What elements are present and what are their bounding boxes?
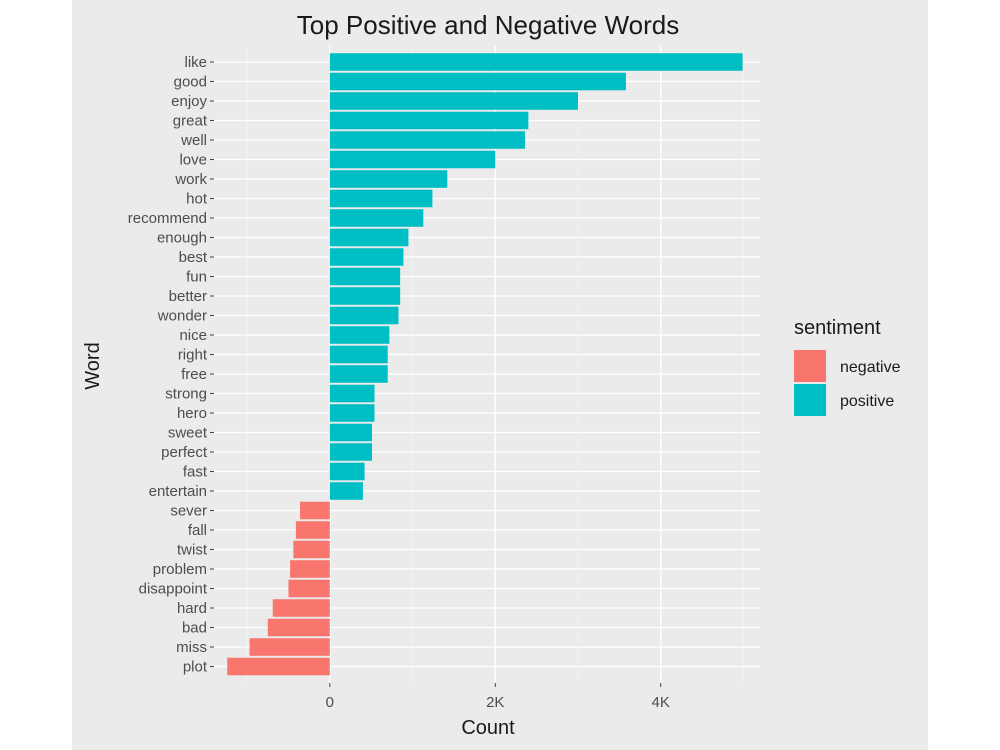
bar-enough xyxy=(329,228,409,247)
y-tick-label: free xyxy=(181,366,207,383)
bar-fun xyxy=(329,267,401,286)
y-axis-label: Word xyxy=(82,342,104,389)
x-tick-label: 4K xyxy=(652,694,670,711)
bar-nice xyxy=(329,326,390,344)
chart-frame: Top Positive and Negative Words like good… xyxy=(72,0,928,750)
y-tick-label: love xyxy=(179,152,207,169)
bar-sweet xyxy=(329,423,373,442)
x-tick-labels: 0 2K 4K xyxy=(326,683,670,711)
legend-title: sentiment xyxy=(794,317,881,339)
bar-entertain xyxy=(329,482,363,500)
bar-plot xyxy=(227,657,330,676)
y-tick-label: twist xyxy=(177,542,208,559)
bar-free xyxy=(329,365,388,383)
bar-disappoint xyxy=(288,579,330,598)
y-tick-label: hero xyxy=(177,405,207,422)
y-tick-label: right xyxy=(178,347,208,364)
y-tick-label: work xyxy=(174,171,207,188)
bar-fast xyxy=(329,462,365,481)
y-tick-label: hot xyxy=(186,191,208,208)
bar-right xyxy=(329,345,388,364)
bar-bad xyxy=(267,618,330,637)
y-tick-labels: like good enjoy great well love work hot recomme… xyxy=(128,54,214,676)
y-tick-label: wonder xyxy=(157,308,207,325)
bar-recommend xyxy=(329,209,424,227)
bar-strong xyxy=(329,384,375,403)
y-tick-label: bad xyxy=(182,620,207,637)
legend-key-positive xyxy=(794,384,826,416)
bar-fall xyxy=(295,521,330,539)
bar-love xyxy=(329,150,496,169)
bar-twist xyxy=(293,540,330,559)
legend-label-negative: negative xyxy=(840,359,901,376)
bar-like xyxy=(329,53,743,71)
y-tick-label: miss xyxy=(176,639,207,656)
y-tick-label: like xyxy=(184,54,207,71)
bars xyxy=(227,53,743,676)
bar-well xyxy=(329,131,526,149)
y-tick-label: good xyxy=(174,74,207,91)
chart-title: Top Positive and Negative Words xyxy=(297,10,680,40)
x-axis-label: Count xyxy=(461,717,515,739)
y-tick-label: entertain xyxy=(149,483,207,500)
y-tick-label: strong xyxy=(165,386,207,403)
y-tick-label: recommend xyxy=(128,210,207,227)
y-tick-label: enough xyxy=(157,230,207,247)
legend: sentiment negative positive xyxy=(794,317,901,416)
bar-better xyxy=(329,287,401,305)
bar-miss xyxy=(249,638,330,656)
y-tick-label: fast xyxy=(183,464,208,481)
bar-problem xyxy=(290,560,330,578)
y-tick-label: nice xyxy=(179,327,207,344)
y-tick-label: sweet xyxy=(168,425,208,442)
bar-wonder xyxy=(329,306,399,325)
y-tick-label: enjoy xyxy=(171,93,207,110)
y-tick-label: great xyxy=(173,113,208,130)
y-tick-label: perfect xyxy=(161,444,208,461)
y-tick-label: better xyxy=(169,288,207,305)
x-tick-label: 2K xyxy=(486,694,504,711)
bar-good xyxy=(329,72,626,91)
y-tick-label: best xyxy=(179,249,208,266)
y-tick-label: sever xyxy=(170,503,207,520)
bar-chart: Top Positive and Negative Words like good… xyxy=(82,10,901,739)
y-tick-label: disappoint xyxy=(139,581,208,598)
y-tick-label: plot xyxy=(183,659,208,676)
bar-hero xyxy=(329,404,375,422)
legend-key-negative xyxy=(794,350,826,382)
x-tick-label: 0 xyxy=(326,694,334,711)
bar-hard xyxy=(272,599,330,617)
bar-best xyxy=(329,248,404,266)
bar-work xyxy=(329,170,448,188)
y-tick-label: problem xyxy=(153,561,207,578)
legend-label-positive: positive xyxy=(840,393,894,410)
y-tick-label: hard xyxy=(177,600,207,617)
bar-great xyxy=(329,111,529,130)
y-tick-label: well xyxy=(180,132,207,149)
bar-enjoy xyxy=(329,92,578,110)
y-tick-label: fun xyxy=(186,269,207,286)
bar-sever xyxy=(300,501,330,520)
bar-perfect xyxy=(329,443,373,461)
y-tick-label: fall xyxy=(188,522,207,539)
bar-hot xyxy=(329,189,433,208)
